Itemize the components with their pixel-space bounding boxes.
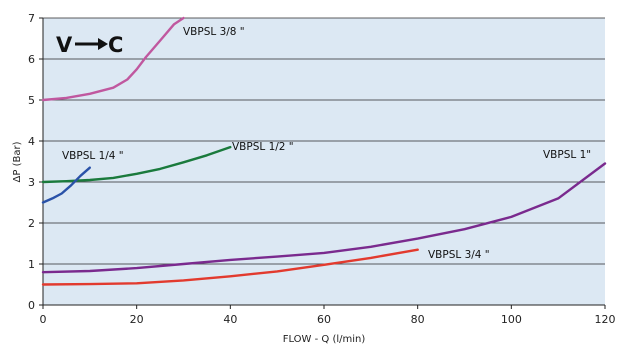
y-tick-labels: 0 1 2 3 4 5 6 7 [28,12,35,312]
y-tick-label-0: 0 [28,299,35,312]
y-tick-label-2: 2 [28,217,35,230]
series-label-4: VBPSL 3/4 " [428,249,490,261]
direction-badge: V C [56,33,123,57]
y-tick-label-4: 4 [28,135,35,148]
badge-from-letter: V [56,33,73,57]
y-tick-label-5: 5 [28,94,35,107]
series-line-4 [41,248,419,286]
x-tick-label-120: 120 [595,313,616,326]
x-tick-label-40: 40 [223,313,237,326]
x-tick-label-20: 20 [130,313,144,326]
series-lines [41,16,607,286]
x-tick-label-60: 60 [317,313,331,326]
y-axis-title: ΔP (Bar) [12,141,23,182]
x-tick-label-100: 100 [501,313,522,326]
badge-arrow-head [98,38,108,50]
series-line-0 [41,16,185,102]
y-tick-label-6: 6 [28,53,35,66]
x-tick-labels: 0 20 40 60 80 100 120 [40,313,616,326]
x-tick-label-0: 0 [40,313,47,326]
series-label-0: VBPSL 3/8 " [183,26,245,38]
series-label-2: VBPSL 1/4 " [62,150,124,162]
series-labels: VBPSL 3/8 " VBPSL 1/2 " VBPSL 1/4 " VBPSL 1… [62,26,591,261]
y-tick-label-3: 3 [28,176,35,189]
x-tick-label-80: 80 [411,313,425,326]
axes [39,17,606,309]
x-axis-title: FLOW - Q (l/min) [283,334,366,345]
y-tick-label-1: 1 [28,258,35,271]
grid-lines [43,17,605,265]
series-label-3: VBPSL 1" [543,149,591,161]
series-line-3 [41,162,607,274]
plot-background [43,18,605,305]
series-label-1: VBPSL 1/2 " [232,141,294,153]
badge-to-letter: C [108,33,123,57]
series-line-2 [41,166,92,204]
y-tick-label-7: 7 [28,12,35,25]
